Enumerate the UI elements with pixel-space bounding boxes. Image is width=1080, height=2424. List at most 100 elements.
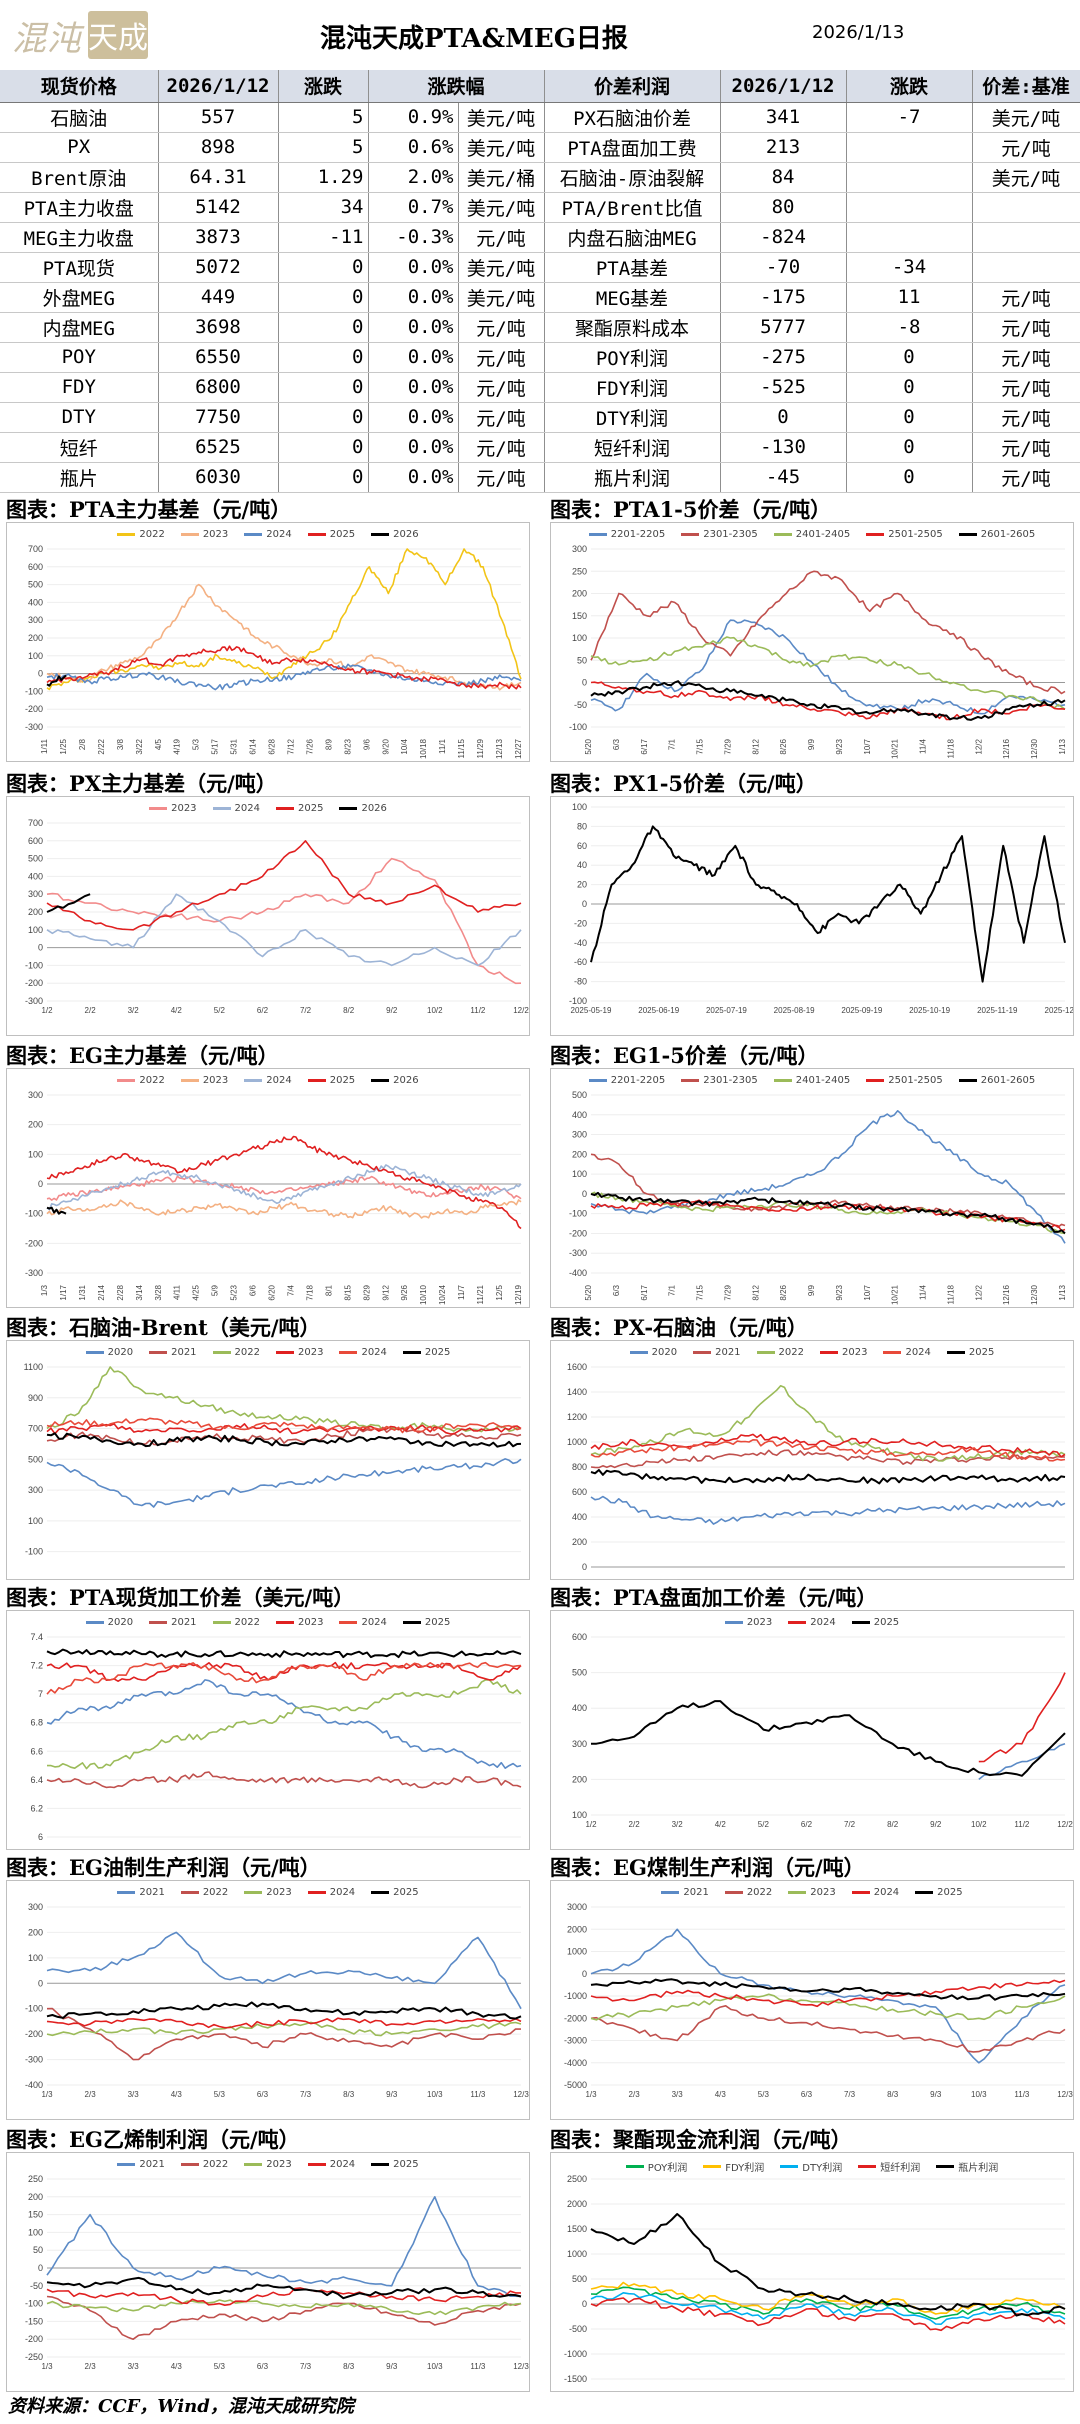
chart-legend: 2022 2023 2024 2025 2026 (7, 1075, 529, 1086)
legend-item: FDY利润 (703, 2159, 764, 2174)
legend-swatch (756, 1351, 775, 1354)
legend-swatch (629, 1351, 648, 1354)
x-tick-label: 9/3 (386, 2090, 398, 2099)
y-tick-label: 400 (572, 1703, 587, 1713)
legend-swatch (149, 1621, 168, 1624)
legend-swatch (371, 1891, 390, 1894)
chart-title: 图表：EG主力基差（元/吨） (6, 1043, 279, 1068)
legend-swatch (307, 533, 326, 536)
table-cell: 0.0% (368, 342, 459, 373)
legend-label: 2020 (651, 1347, 678, 1358)
y-tick-label: 300 (572, 544, 587, 554)
x-tick-label: 12/16 (1002, 1284, 1011, 1305)
series-line (46, 1206, 67, 1215)
chart-panel: 图表：PX主力基差（元/吨） 2023 2024 2025 2026 700 600 500 4… (6, 768, 530, 1038)
table-row: MEG主力收盘 3873 -11 -0.3% 元/吨 内盘石脑油MEG -824 (0, 222, 1080, 253)
legend-label: 2026 (393, 529, 419, 540)
series-line (590, 680, 1066, 721)
x-tick-label: 12/27 (514, 738, 523, 759)
y-tick-label: -3000 (564, 2036, 587, 2046)
series-line (590, 681, 1066, 721)
series-line (46, 1679, 522, 1769)
x-tick-label: 12/13 (495, 738, 504, 759)
legend-swatch (588, 1079, 607, 1082)
x-tick-label: 10/21 (891, 738, 900, 759)
legend-label: 2401-2405 (795, 529, 851, 540)
table-cell: FDY利润 (544, 372, 721, 403)
series-line (590, 1449, 1065, 1469)
y-tick-label: -200 (25, 2334, 43, 2344)
x-tick-label: 6/3 (257, 2362, 269, 2371)
x-tick-label: 3/22 (135, 738, 144, 754)
y-tick-label: -300 (25, 2055, 43, 2065)
y-tick-label: 0 (38, 1179, 43, 1189)
logo-text: 混沌 (12, 18, 82, 59)
table-row: PX 898 5 0.6% 美元/吨 PTA盘面加工费 213 元/吨 (0, 132, 1080, 163)
series-line (46, 583, 522, 691)
y-tick-label: -20 (574, 918, 587, 928)
table-cell: 0 (278, 372, 369, 403)
table-cell: 短纤 (0, 432, 159, 463)
y-tick-label: 40 (577, 860, 587, 870)
table-cell: -8 (846, 312, 973, 343)
chart-title: 图表：聚酯现金流利润（元/吨） (550, 2127, 852, 2152)
legend-item: 2024 (244, 1075, 292, 1086)
table-cell: 0 (846, 372, 973, 403)
data-source: 资料来源：CCF，Wind，混沌天成研究院 (8, 2396, 354, 2417)
x-tick-label: 2025-07-19 (706, 1006, 747, 1015)
legend-swatch (117, 1891, 136, 1894)
y-tick-label: -5000 (564, 2080, 587, 2090)
x-tick-label: 11/3 (1014, 2090, 1030, 2099)
x-tick-label: 11/21 (476, 1284, 485, 1304)
table-cell (972, 252, 1080, 283)
chart-title: 图表：EG乙烯制利润（元/吨） (6, 2127, 300, 2152)
line-chart: 300 200 100 0 -100 -200 -300 1/3 1/17 1/31 2/14 2/2… (25, 1090, 523, 1305)
table-header-cell: 2026/1/12 (720, 70, 847, 103)
legend-item: 2025 (402, 1617, 450, 1628)
x-tick-label: 10/3 (427, 2362, 443, 2371)
table-cell: 5 (278, 102, 369, 133)
y-tick-label: -100 (25, 960, 43, 970)
series-line (46, 2299, 522, 2316)
chart-legend: 2021 2022 2023 2024 2025 (551, 1887, 1073, 1898)
chart-area: 2020 2021 2022 2023 2024 2025 1600 1400 1200 1000… (550, 1340, 1074, 1580)
series-line (590, 2292, 1066, 2325)
x-tick-label: 6/28 (268, 738, 277, 754)
table-cell: 元/吨 (458, 222, 545, 253)
x-tick-label: 9/20 (381, 738, 390, 754)
x-tick-label: 9/23 (835, 1284, 844, 1300)
line-chart: 7.4 7.2 7 6.8 6.6 6.4 6.2 6 (30, 1632, 522, 1842)
logo-seal: 天成 (88, 11, 148, 59)
y-tick-label: 600 (572, 1632, 587, 1642)
x-tick-label: 5/3 (192, 738, 201, 750)
legend-swatch (958, 1079, 977, 1082)
series-line (46, 893, 91, 913)
legend-label: 2023 (202, 529, 229, 540)
legend-label: 2401-2405 (795, 1075, 851, 1086)
x-tick-label: 12/2 (513, 1006, 529, 1015)
chart-area: 2021 2022 2023 2024 2025 250 200 150 100 50 0 -50 -1… (6, 2152, 530, 2392)
legend-swatch (724, 1891, 743, 1894)
x-tick-label: 10/3 (971, 2090, 987, 2099)
report-header: 混沌 天成 混沌天成PTA&MEG日报 2026/1/13 (0, 0, 1080, 70)
x-tick-label: 2025-12-19 (1045, 1006, 1073, 1015)
x-tick-label: 5/20 (584, 1284, 593, 1300)
legend-label: 2025 (329, 1075, 356, 1086)
table-header-cell: 价差:基准 (972, 70, 1080, 103)
series-line (590, 1928, 1066, 2064)
y-tick-label: 300 (28, 615, 43, 625)
table-cell: 0.0% (368, 432, 459, 463)
legend-label: 2021 (171, 1617, 197, 1628)
y-tick-label: 300 (28, 1090, 43, 1100)
table-cell: 7750 (158, 402, 279, 433)
chart-panel: 图表：PTA盘面加工价差（元/吨） 2023 2024 2025 600 500 400 30… (550, 1582, 1074, 1852)
x-tick-label: 7/2 (300, 1006, 312, 1015)
series-line (46, 1661, 522, 1695)
table-cell: 64.31 (158, 162, 279, 193)
y-tick-label: 2000 (567, 2199, 587, 2209)
table-cell: POY (0, 342, 159, 373)
chart-legend: 2021 2022 2023 2024 2025 (7, 1887, 529, 1898)
table-row: 瓶片 6030 0 0.0% 元/吨 瓶片利润 -45 0 元/吨 (0, 462, 1080, 493)
x-tick-label: 9/26 (400, 1284, 409, 1300)
table-cell: 美元/桶 (458, 162, 545, 193)
